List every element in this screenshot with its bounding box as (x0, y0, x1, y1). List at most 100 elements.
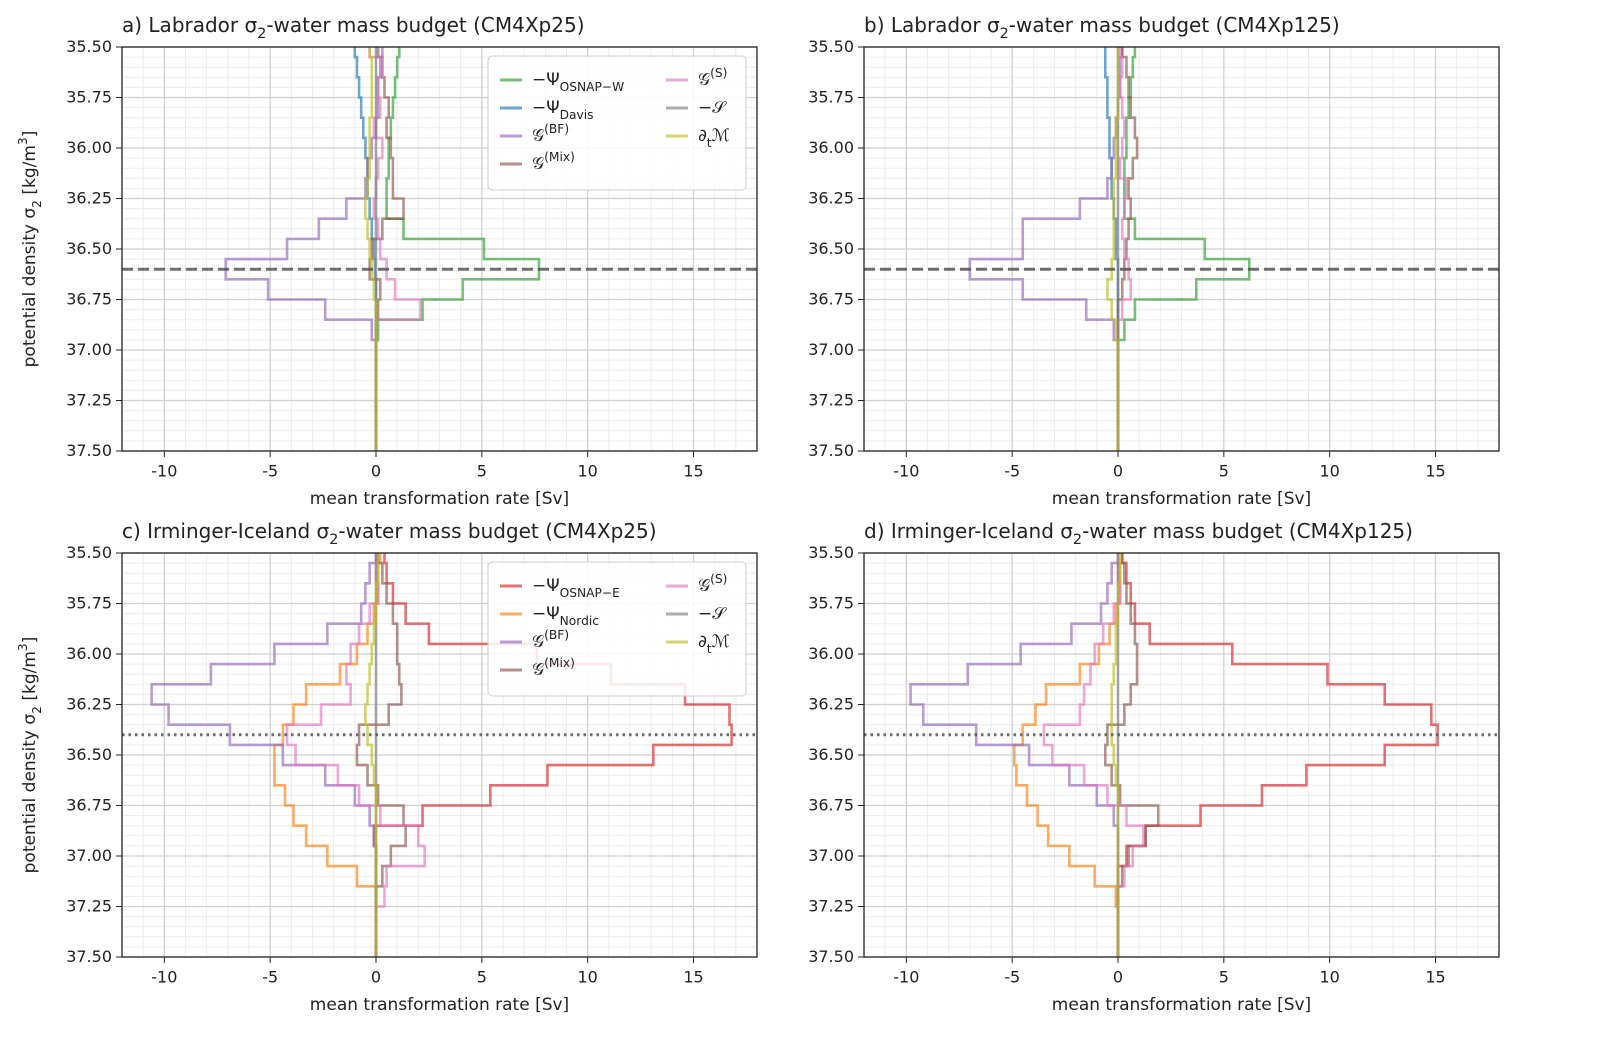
legend-label: 𝒢(BF) (532, 628, 569, 653)
x-axis-label: mean transformation rate [Sv] (1052, 489, 1311, 509)
x-axis-label: mean transformation rate [Sv] (310, 489, 569, 509)
y-tick-label: 35.50 (808, 543, 854, 562)
y-tick-label: 37.50 (66, 441, 112, 460)
series-line (364, 47, 378, 451)
x-axis-label: mean transformation rate [Sv] (310, 995, 569, 1015)
series-line (355, 553, 407, 957)
legend-label: 𝒢(S) (698, 66, 727, 91)
panel-title: c) Irminger-Iceland σ2-water mass budget… (122, 519, 657, 549)
panel: -10 -5 0 5 10 15 35.50 35.75 36.00 36.25 36.50 36.7… (16, 519, 758, 1015)
y-tick-label: 35.75 (808, 593, 854, 612)
y-tick-label: 37.00 (808, 340, 854, 359)
legend-label: −ΨOSNAP−W (532, 70, 624, 94)
y-tick-label: 36.50 (808, 745, 854, 764)
legend-label: −ΨOSNAP−E (532, 576, 620, 600)
series-line (1110, 553, 1122, 957)
series-line (1042, 553, 1145, 957)
y-tick-label: 35.50 (808, 37, 854, 56)
x-tick-label: 0 (1113, 968, 1123, 987)
y-tick-label: 36.25 (808, 694, 854, 713)
y-tick-label: 37.50 (808, 441, 854, 460)
panel-title: b) Labrador σ2-water mass budget (CM4Xp1… (864, 13, 1340, 43)
x-tick-label: -5 (1004, 462, 1020, 481)
x-tick-label: 10 (577, 968, 597, 987)
y-tick-label: 35.50 (66, 543, 112, 562)
y-tick-label: 35.50 (66, 37, 112, 56)
y-tick-label: 37.50 (808, 947, 854, 966)
x-tick-label: 10 (1319, 462, 1339, 481)
x-tick-label: 15 (1425, 968, 1445, 987)
x-tick-label: 0 (371, 968, 381, 987)
legend-label: 𝒢(Mix) (532, 150, 575, 175)
panel-title: a) Labrador σ2-water mass budget (CM4Xp2… (122, 13, 585, 43)
y-tick-label: 37.00 (66, 846, 112, 865)
legend-label: −ΨNordic (532, 604, 599, 628)
y-tick-label: 36.50 (808, 239, 854, 258)
axes-frame (863, 46, 1500, 452)
panel-title: d) Irminger-Iceland σ2-water mass budget… (864, 519, 1413, 549)
legend-label: −𝒮 (698, 98, 727, 118)
x-tick-label: 5 (477, 968, 487, 987)
panel: -10 -5 0 5 10 15 35.50 35.75 36.00 36.25 36.50 36.7… (808, 13, 1500, 509)
legend-label: 𝒢(BF) (532, 122, 569, 147)
x-tick-label: 0 (1113, 462, 1123, 481)
legend-label: −ΨDavis (532, 98, 594, 122)
x-tick-label: 15 (683, 968, 703, 987)
y-tick-label: 36.00 (66, 644, 112, 663)
legend-label: 𝒢(S) (698, 572, 727, 597)
panel: -10 -5 0 5 10 15 35.50 35.75 36.00 36.25 36.50 36.7… (808, 519, 1500, 1015)
y-tick-label: 35.75 (808, 87, 854, 106)
y-tick-label: 37.00 (808, 846, 854, 865)
y-axis-label: potential density σ2 [kg/m3] (16, 131, 44, 368)
axes-frame (121, 46, 758, 452)
x-tick-label: 5 (1219, 462, 1229, 481)
y-tick-label: 36.75 (66, 289, 112, 308)
x-tick-label: -10 (151, 968, 177, 987)
x-tick-label: -5 (1004, 968, 1020, 987)
series-line (1106, 47, 1120, 451)
y-tick-label: 36.75 (66, 795, 112, 814)
y-tick-label: 37.25 (66, 896, 112, 915)
y-tick-label: 36.50 (66, 745, 112, 764)
legend-label: −𝒮 (698, 604, 727, 624)
legend-label: 𝒢(Mix) (532, 656, 575, 681)
y-tick-label: 37.00 (66, 340, 112, 359)
y-tick-label: 36.25 (808, 188, 854, 207)
legend-label: ∂tℳ (698, 126, 730, 150)
y-tick-label: 37.25 (66, 390, 112, 409)
y-tick-label: 37.50 (66, 947, 112, 966)
x-tick-label: -10 (893, 462, 919, 481)
y-tick-label: 36.75 (808, 795, 854, 814)
y-tick-label: 36.00 (808, 644, 854, 663)
y-tick-label: 36.50 (66, 239, 112, 258)
x-tick-label: 5 (1219, 968, 1229, 987)
series-line (364, 553, 380, 957)
legend-box (487, 55, 747, 191)
x-tick-label: 0 (371, 462, 381, 481)
y-tick-label: 35.75 (66, 593, 112, 612)
x-tick-label: 15 (1425, 462, 1445, 481)
y-tick-label: 36.25 (66, 694, 112, 713)
axes-frame (121, 552, 758, 958)
x-tick-label: 10 (577, 462, 597, 481)
y-tick-label: 36.00 (66, 138, 112, 157)
y-tick-label: 37.25 (808, 896, 854, 915)
panel: -10 -5 0 5 10 15 35.50 35.75 36.00 36.25 36.50 36.7… (16, 13, 758, 509)
x-tick-label: -10 (893, 968, 919, 987)
axes-frame (863, 552, 1500, 958)
series-line (285, 553, 426, 957)
x-tick-label: 5 (477, 462, 487, 481)
y-tick-label: 35.75 (66, 87, 112, 106)
x-tick-label: -5 (262, 462, 278, 481)
x-tick-label: 15 (683, 462, 703, 481)
y-tick-label: 36.25 (66, 188, 112, 207)
y-axis-label: potential density σ2 [kg/m3] (16, 637, 44, 874)
x-tick-label: 10 (1319, 968, 1339, 987)
y-tick-label: 36.00 (808, 138, 854, 157)
legend-box (487, 561, 747, 697)
x-tick-label: -5 (262, 968, 278, 987)
y-tick-label: 36.75 (808, 289, 854, 308)
y-tick-label: 37.25 (808, 390, 854, 409)
x-axis-label: mean transformation rate [Sv] (1052, 995, 1311, 1015)
